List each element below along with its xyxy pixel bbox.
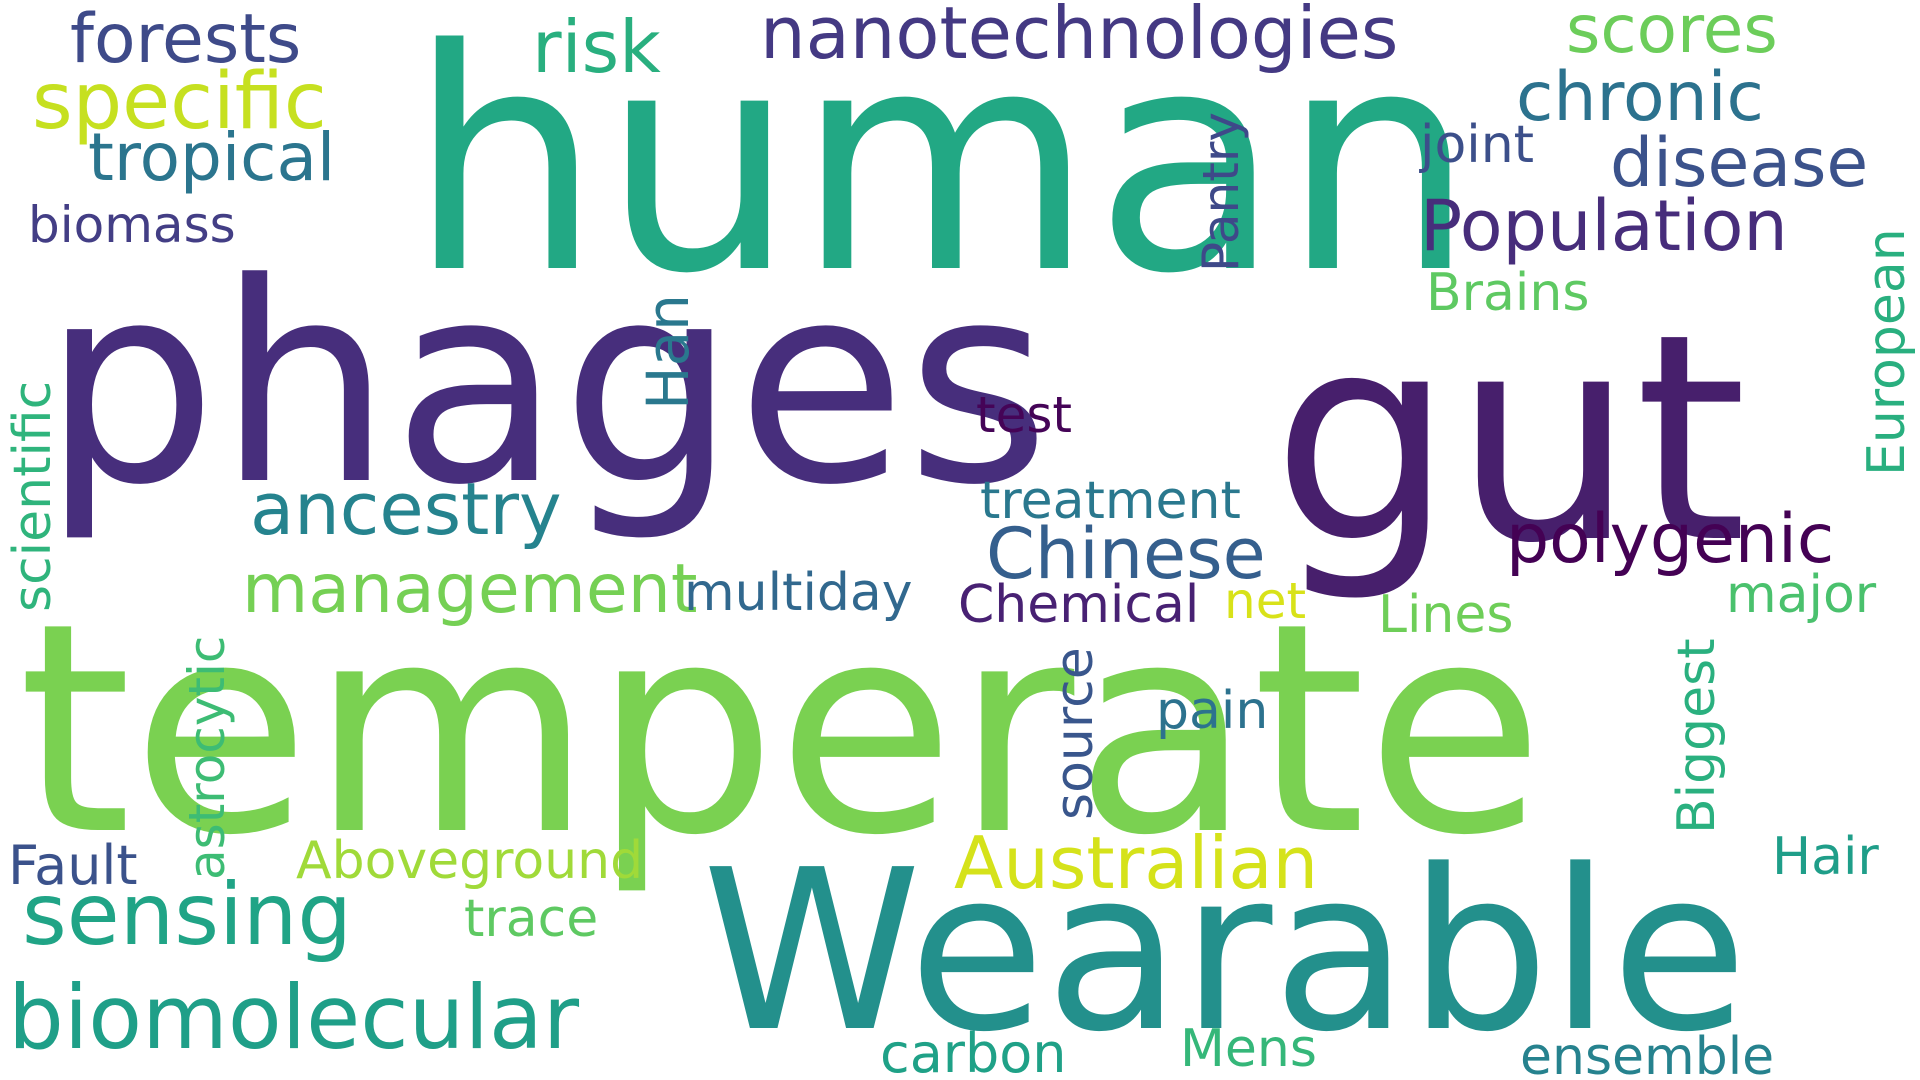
word-major: major xyxy=(1726,565,1877,625)
word-tropical: tropical xyxy=(88,119,335,196)
word-biomolecular: biomolecular xyxy=(8,966,580,1069)
word-specific: specific xyxy=(32,57,327,147)
word-test: test xyxy=(976,386,1072,444)
word-ancestry: ancestry xyxy=(250,467,562,551)
word-ensemble: ensemble xyxy=(1520,1027,1774,1080)
word-risk: risk xyxy=(532,5,661,89)
word-pantry: Pantry xyxy=(1192,112,1250,272)
word-source: source xyxy=(1045,647,1105,820)
word-biomass: biomass xyxy=(28,196,236,254)
word-scores: scores xyxy=(1566,0,1778,68)
word-wearable: Wearable xyxy=(702,823,1748,1080)
word-gut: gut xyxy=(1272,274,1747,606)
word-nanotechnologies: nanotechnologies xyxy=(760,0,1398,75)
word-joint: joint xyxy=(1419,115,1534,175)
word-scientific: scientific xyxy=(3,381,63,612)
word-polygenic: polygenic xyxy=(1506,500,1834,579)
word-temperate: temperate xyxy=(18,562,1544,899)
word-astrocytic: astrocytic xyxy=(178,636,236,880)
word-biggest: Biggest xyxy=(1667,638,1727,834)
word-aboveground: Aboveground xyxy=(296,831,643,891)
word-fault: Fault xyxy=(8,834,138,897)
word-population: Population xyxy=(1420,185,1788,267)
word-management: management xyxy=(242,550,698,629)
word-lines: Lines xyxy=(1378,585,1513,645)
word-chronic: chronic xyxy=(1516,58,1764,137)
word-hair: Hair xyxy=(1772,827,1879,887)
word-forests: forests xyxy=(70,0,301,79)
word-han: Han xyxy=(634,294,702,410)
word-chinese: Chinese xyxy=(986,513,1266,595)
word-phages: phages xyxy=(42,225,1050,546)
word-australian: Australian xyxy=(954,821,1318,905)
word-mens: Mens xyxy=(1180,1019,1317,1079)
word-chemical: Chemical xyxy=(958,575,1199,635)
word-brains: Brains xyxy=(1426,263,1589,323)
word-disease: disease xyxy=(1610,124,1868,203)
word-human: human xyxy=(408,0,1475,341)
word-pain: pain xyxy=(1156,681,1268,741)
word-net: net xyxy=(1224,572,1306,630)
word-european: European xyxy=(1857,228,1917,476)
word-sensing: sensing xyxy=(22,865,352,965)
word-treatment: treatment xyxy=(980,471,1241,531)
word-multiday: multiday xyxy=(684,563,913,623)
word-carbon: carbon xyxy=(880,1022,1067,1080)
word-trace: trace xyxy=(464,889,598,949)
